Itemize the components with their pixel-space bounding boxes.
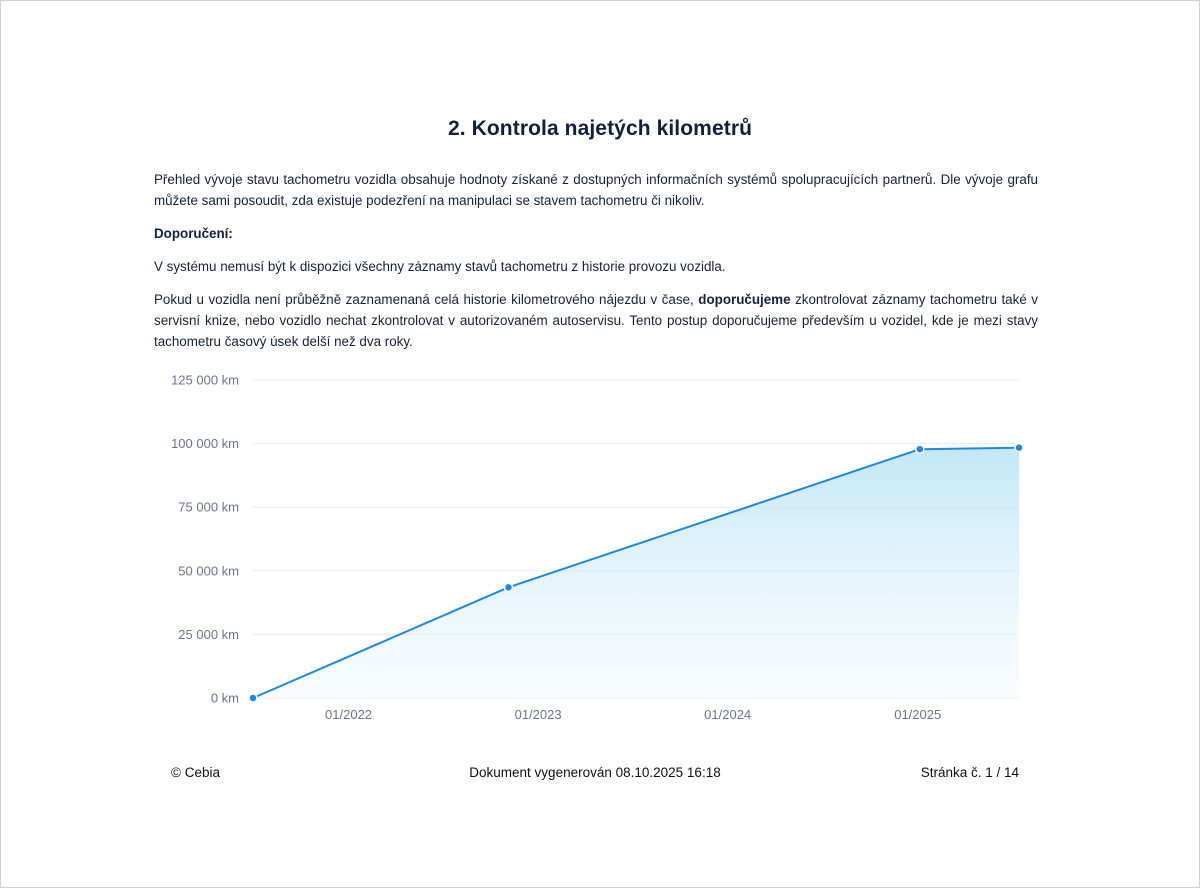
chart-line-layer: [252, 446, 1020, 699]
y-tick-label: 75 000 km: [178, 500, 239, 515]
data-point[interactable]: [248, 693, 258, 703]
x-tick-label: 01/2024: [704, 707, 751, 722]
advice-text-start: Pokud u vozidla není průběžně zaznamenan…: [154, 292, 699, 307]
footer-page-number: Stránka č. 1 / 14: [920, 765, 1019, 780]
x-axis-labels: 01/2022 01/2023 01/2024 01/2025: [325, 707, 941, 722]
chart-points: [248, 442, 1024, 703]
advice-text-end: zkontrolovat záznamy tachometru také v s…: [154, 292, 1039, 349]
data-point[interactable]: [1014, 442, 1024, 453]
footer-copyright: © Cebia: [171, 765, 220, 780]
odometer-chart: 0 km 25 000 km 50 000 km 75 000 km 100 000 k…: [171, 373, 1024, 722]
data-point[interactable]: [503, 582, 514, 593]
y-tick-label: 100 000 km: [171, 436, 239, 451]
page-footer: © Cebia Dokument vygenerován 08.10.2025 …: [171, 765, 1019, 785]
x-tick-label: 01/2022: [325, 707, 372, 722]
y-tick-label: 50 000 km: [178, 563, 239, 578]
chart-area-layer: [253, 447, 1019, 698]
mileage-line: [252, 446, 1020, 699]
x-tick-label: 01/2025: [894, 707, 941, 722]
advice-paragraph: Pokud u vozidla není průběžně zaznamenan…: [154, 289, 1038, 352]
section-content: Přehled vývoje stavu tachometru vozidla …: [154, 169, 1038, 364]
advice-emphasis: doporučujeme: [698, 292, 791, 307]
y-tick-label: 125 000 km: [171, 373, 239, 388]
y-tick-label: 0 km: [211, 691, 239, 706]
y-tick-label: 25 000 km: [178, 627, 239, 642]
x-tick-label: 01/2023: [515, 707, 562, 722]
data-point[interactable]: [915, 444, 925, 454]
note-paragraph: V systému nemusí být k dispozici všechny…: [154, 259, 726, 274]
mileage-area: [253, 447, 1019, 698]
footer-generated: Dokument vygenerován 08.10.2025 16:18: [469, 765, 721, 780]
recommendation-label: Doporučení:: [154, 226, 233, 241]
y-axis-labels: 0 km 25 000 km 50 000 km 75 000 km 100 000 k…: [171, 373, 239, 706]
intro-paragraph: Přehled vývoje stavu tachometru vozidla …: [154, 172, 1038, 208]
section-title: 2. Kontrola najetých kilometrů: [447, 117, 753, 140]
